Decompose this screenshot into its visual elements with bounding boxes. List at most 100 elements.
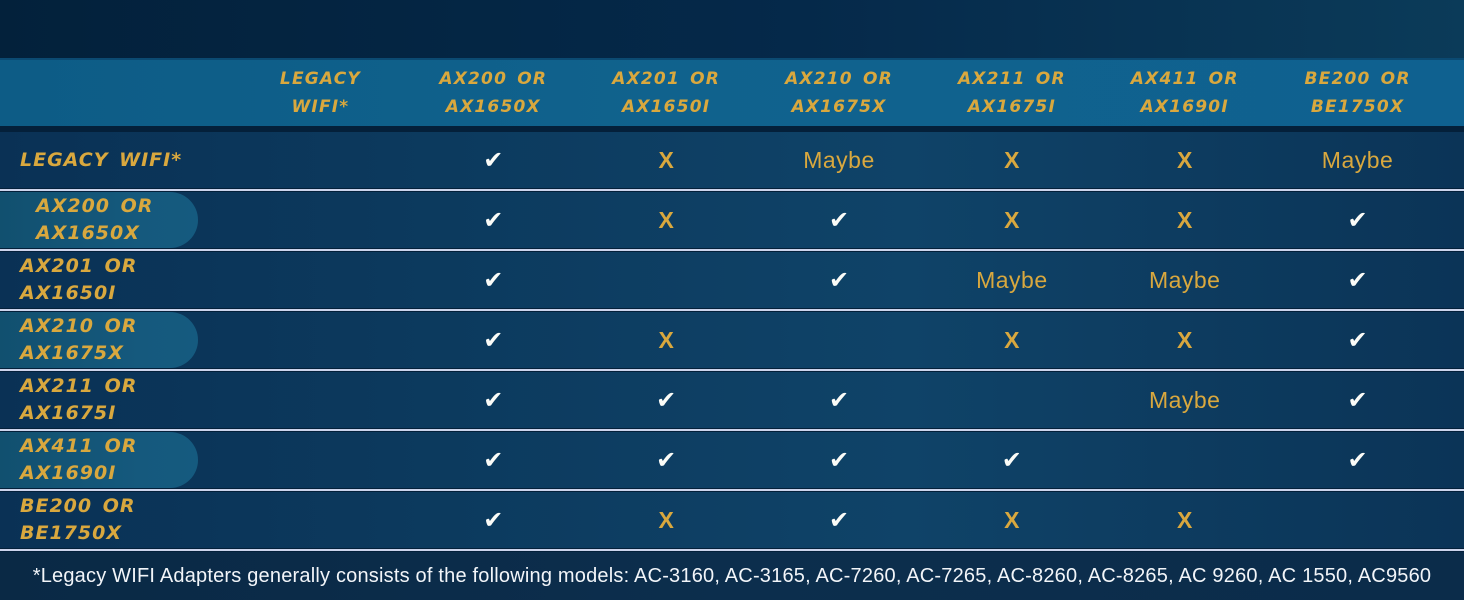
column-header-ax200: AX200 OR AX1650X [407, 60, 580, 126]
table-cell-ax201-ax411: Maybe [1098, 252, 1271, 308]
column-header-line2: BE1750X [1310, 97, 1405, 117]
table-cell-legacy-ax411: X [1098, 132, 1271, 188]
row-label-be200: BE200 OR BE1750X [0, 492, 234, 548]
x-icon: X [1004, 146, 1020, 173]
column-header-line1: AX200 OR [439, 69, 548, 89]
x-icon: X [1004, 206, 1020, 233]
table-row-ax200: AX200 OR AX1650X ✔ X ✔ X X ✔ [0, 192, 1464, 248]
maybe-label: Maybe [976, 266, 1048, 293]
table-cell-ax200-ax211: X [925, 192, 1098, 248]
table-cell-ax200-ax201: X [580, 192, 753, 248]
corner-cell [0, 60, 234, 126]
table-cell-ax201-ax211: Maybe [925, 252, 1098, 308]
row-separator [0, 308, 1464, 312]
check-icon: ✔ [1001, 446, 1022, 474]
check-icon: ✔ [828, 266, 850, 294]
table-cell-ax210-be200: ✔ [1271, 312, 1444, 368]
table-row-legacy: LEGACY WIFI* ✔ X Maybe X X Maybe [0, 132, 1464, 188]
column-header-line1: BE200 OR [1304, 69, 1411, 89]
column-header-line1: AX210 OR [785, 69, 893, 89]
row-label-pill [0, 312, 198, 368]
table-cell-ax211-ax201: ✔ [580, 372, 753, 428]
check-icon: ✔ [483, 146, 504, 174]
table-cell-be200-be200 [1271, 492, 1444, 548]
table-cell-ax210-ax210 [753, 312, 926, 368]
row-label-line2: AX1690I [20, 462, 117, 484]
check-icon: ✔ [828, 206, 850, 234]
table-cell-ax210-ax200: ✔ [407, 312, 580, 368]
table-cell-ax211-ax411: Maybe [1098, 372, 1271, 428]
table-cell-ax210-ax201: X [580, 312, 753, 368]
check-icon: ✔ [656, 386, 677, 414]
maybe-label: Maybe [1321, 146, 1394, 173]
table-cell-legacy-ax201: X [580, 132, 753, 188]
column-header-ax210: AX210 OR AX1675X [753, 60, 926, 126]
column-header-line2: AX1675I [967, 97, 1056, 117]
row-label-line2: AX1675X [20, 342, 124, 364]
table-row-ax201: AX201 OR AX1650I ✔ ✔ Maybe Maybe ✔ [0, 252, 1464, 308]
table-row-ax211: AX211 OR AX1675I ✔ ✔ ✔ Maybe ✔ [0, 372, 1464, 428]
row-label-line2: AX1650X [36, 222, 140, 244]
table-column-headers: LEGACY WIFI* AX200 OR AX1650X AX201 OR AX1650… [0, 58, 1464, 126]
table-cell-legacy-ax200: ✔ [407, 132, 580, 188]
check-icon: ✔ [1347, 266, 1368, 294]
check-icon: ✔ [828, 506, 850, 534]
check-icon: ✔ [828, 446, 850, 474]
table-cell-ax210-ax411: X [1098, 312, 1271, 368]
column-header-line1: AX411 OR [1130, 69, 1239, 89]
check-icon: ✔ [1347, 206, 1368, 234]
table-cell-ax211-be200: ✔ [1271, 372, 1444, 428]
row-label-pill [0, 192, 198, 248]
check-icon: ✔ [483, 506, 504, 534]
table-cell-ax411-ax210: ✔ [753, 432, 926, 488]
row-label-ax210: AX210 OR AX1675X [0, 312, 234, 368]
table-cell-ax210-ax211: X [925, 312, 1098, 368]
table-cell-legacy-legacy [234, 132, 407, 188]
column-header-line2: AX1675X [791, 97, 887, 117]
column-header-line2: AX1690I [1140, 97, 1229, 117]
table-cell-legacy-be200: Maybe [1271, 132, 1444, 188]
column-header-legacy: LEGACY WIFI* [234, 60, 407, 126]
x-icon: X [658, 146, 674, 173]
row-label-line2: BE1750X [20, 522, 122, 544]
row-label-ax200: AX200 OR AX1650X [0, 192, 234, 248]
row-label-line1: AX201 OR [20, 255, 138, 277]
row-label-line1: BE200 OR [20, 495, 136, 517]
x-icon: X [1177, 206, 1193, 233]
table-cell-be200-ax201: X [580, 492, 753, 548]
column-header-ax211: AX211 OR AX1675I [925, 60, 1098, 126]
table-cell-ax211-ax210: ✔ [753, 372, 926, 428]
table-cell-be200-ax200: ✔ [407, 492, 580, 548]
table-cell-ax201-legacy [234, 252, 407, 308]
x-icon: X [658, 326, 674, 353]
table-cell-ax411-be200: ✔ [1271, 432, 1444, 488]
table-cell-ax201-ax200: ✔ [407, 252, 580, 308]
check-icon: ✔ [1347, 446, 1368, 474]
table-cell-ax210-legacy [234, 312, 407, 368]
table-cell-ax200-legacy [234, 192, 407, 248]
row-separator [0, 488, 1464, 492]
table-cell-be200-ax211: X [925, 492, 1098, 548]
table-cell-ax211-legacy [234, 372, 407, 428]
x-icon: X [1177, 326, 1193, 353]
column-header-ax201: AX201 OR AX1650I [580, 60, 753, 126]
row-separator [0, 548, 1464, 552]
column-header-line1: LEGACY [279, 69, 361, 89]
check-icon: ✔ [1347, 326, 1368, 354]
table-cell-ax211-ax211 [925, 372, 1098, 428]
column-header-line2: AX1650X [445, 97, 541, 117]
row-label-pill [0, 432, 198, 488]
table-cell-be200-ax411: X [1098, 492, 1271, 548]
row-separator [0, 368, 1464, 372]
top-band [0, 0, 1464, 58]
table-cell-ax201-be200: ✔ [1271, 252, 1444, 308]
check-icon: ✔ [656, 446, 677, 474]
table-body: LEGACY WIFI* ✔ X Maybe X X Maybe AX200 OR AX1650… [0, 132, 1464, 552]
check-icon: ✔ [483, 206, 504, 234]
column-header-line1: AX201 OR [612, 69, 721, 89]
x-icon: X [1177, 146, 1193, 173]
footnote-bar: *Legacy WIFI Adapters generally consists… [0, 552, 1464, 600]
row-label-ax201: AX201 OR AX1650I [0, 252, 234, 308]
check-icon: ✔ [483, 446, 504, 474]
